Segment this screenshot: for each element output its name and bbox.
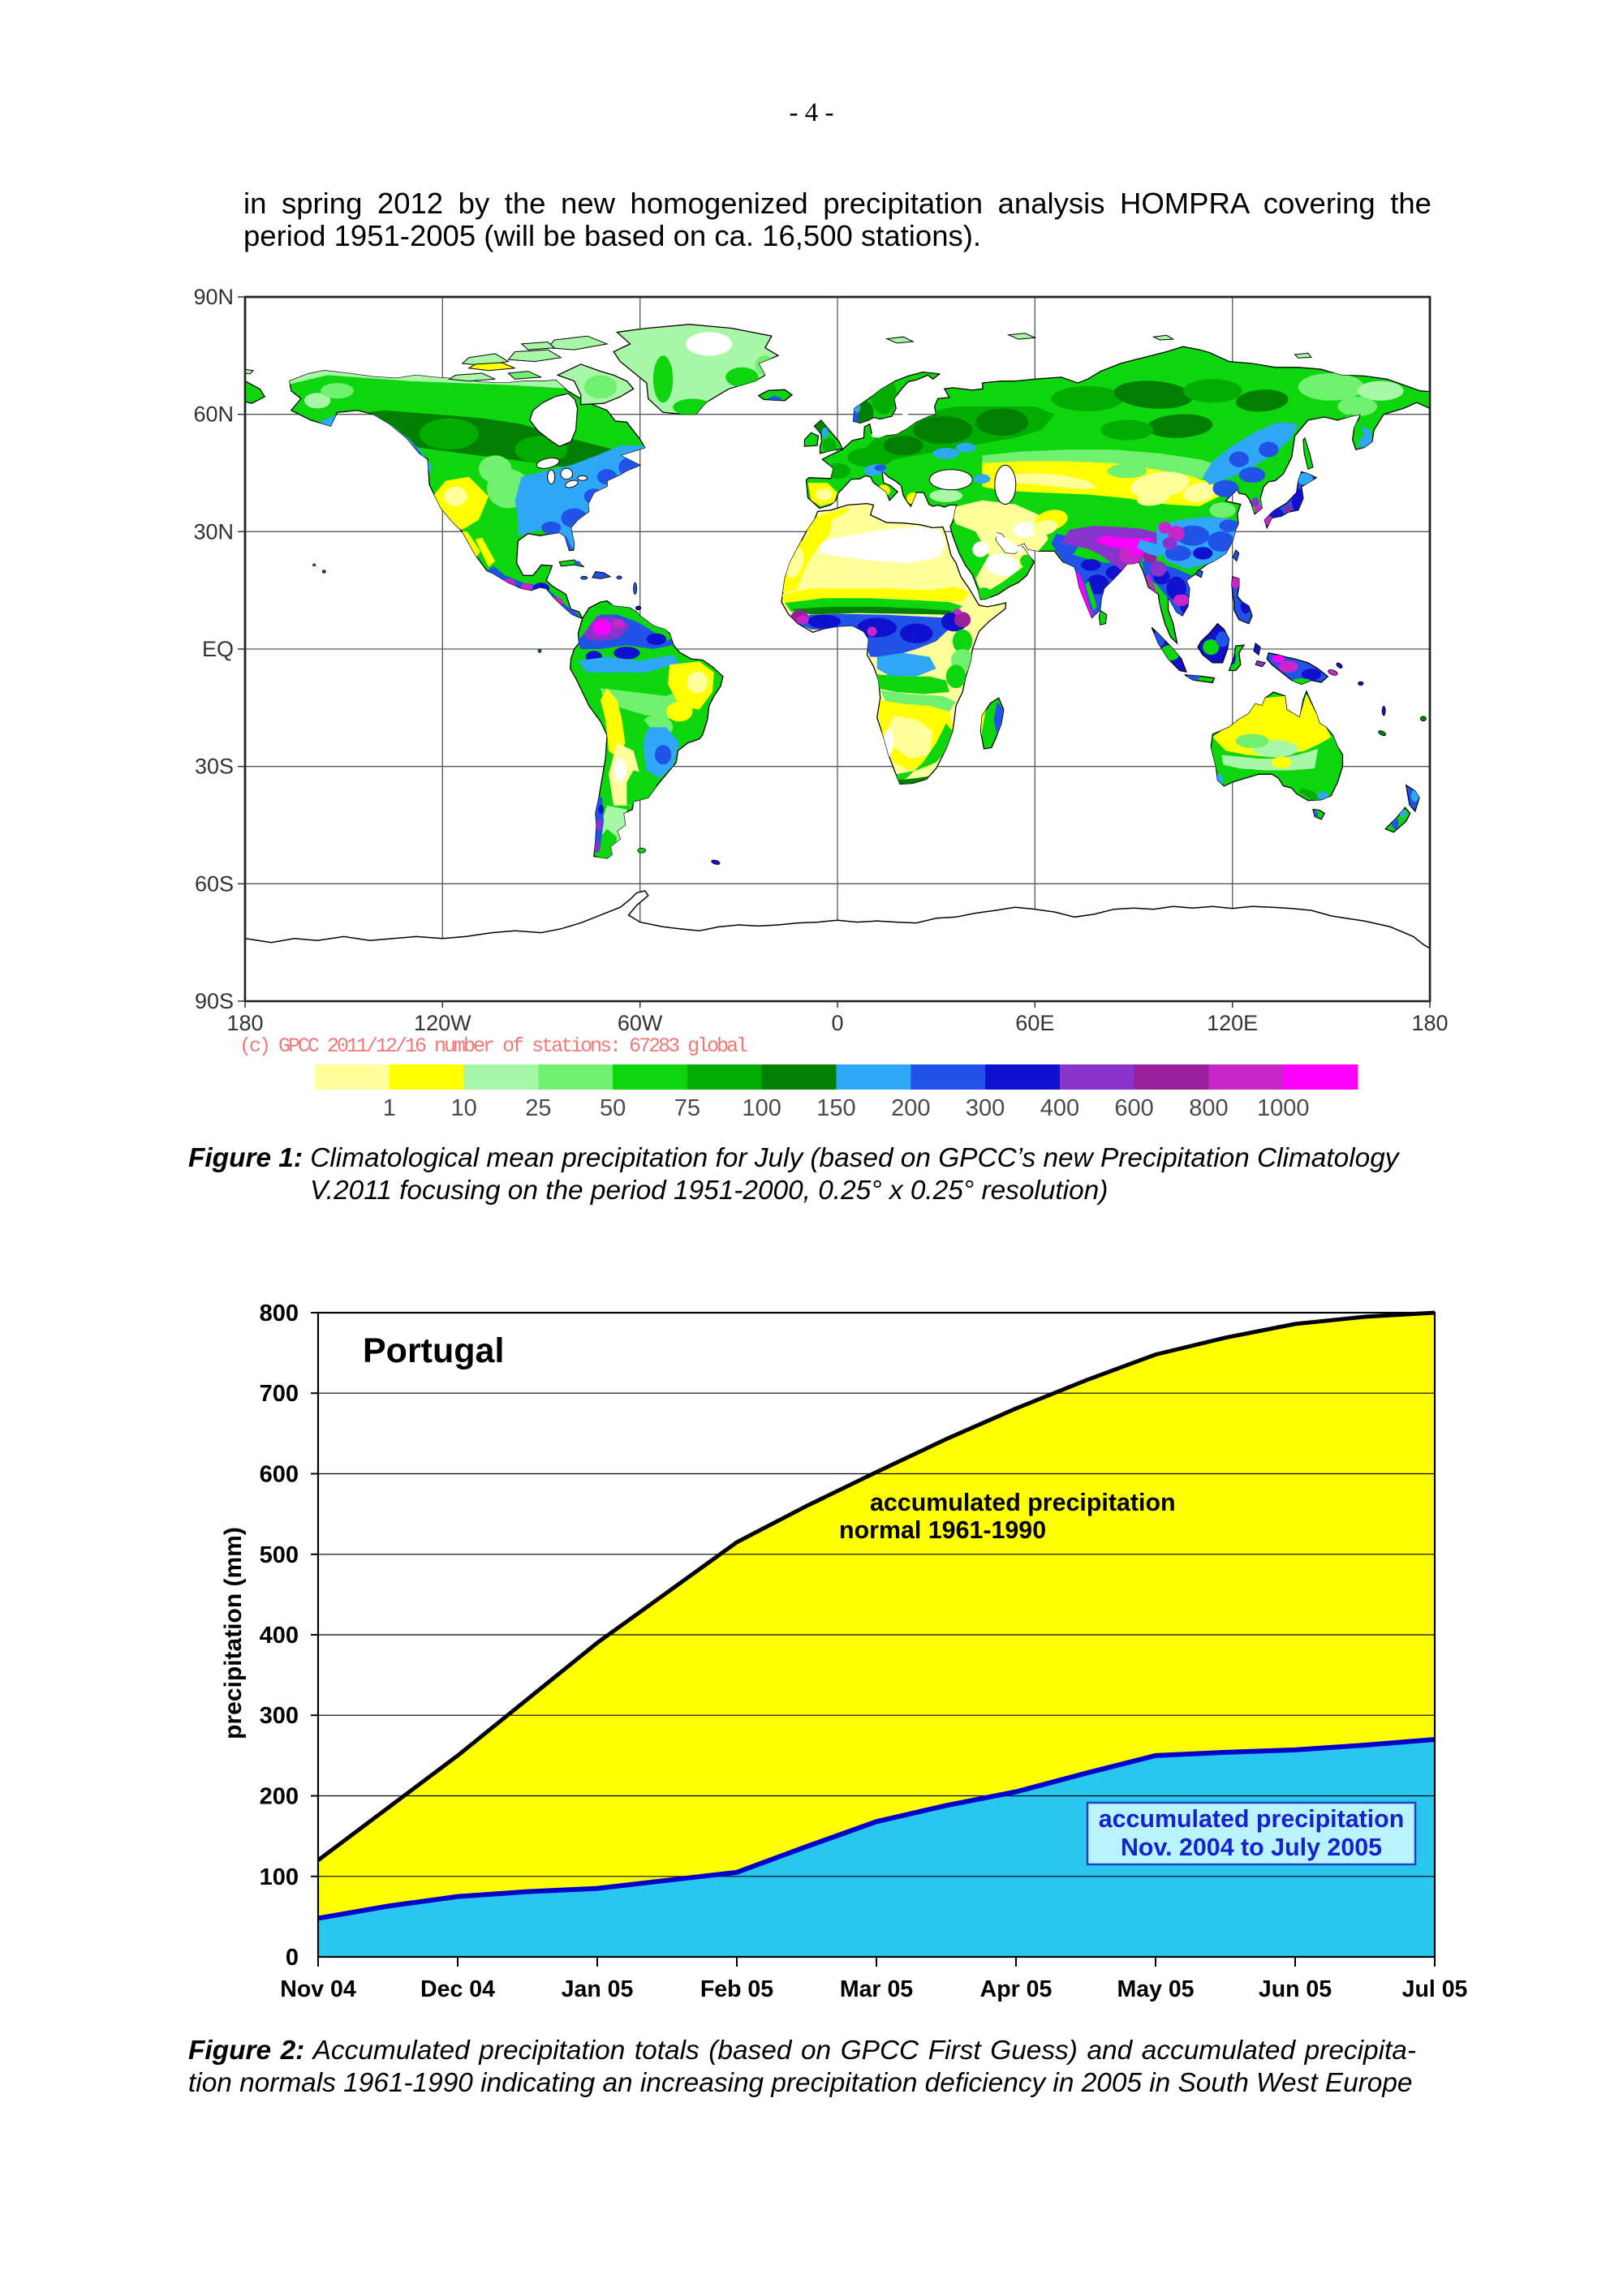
svg-text:Jul 05: Jul 05: [1402, 1976, 1468, 2002]
svg-text:25: 25: [525, 1095, 551, 1121]
svg-text:precipitation (mm): precipitation (mm): [220, 1527, 247, 1739]
svg-text:50: 50: [600, 1095, 626, 1121]
svg-text:May 05: May 05: [1117, 1976, 1194, 2002]
svg-text:120E: 120E: [1207, 1011, 1258, 1035]
svg-text:Jan 05: Jan 05: [562, 1976, 634, 2002]
svg-text:Apr 05: Apr 05: [980, 1976, 1053, 2002]
svg-text:Nov 04: Nov 04: [280, 1976, 356, 2002]
svg-text:120W: 120W: [414, 1011, 471, 1035]
svg-text:Jun 05: Jun 05: [1259, 1976, 1332, 2002]
svg-text:60W: 60W: [618, 1011, 663, 1035]
svg-text:0: 0: [831, 1011, 843, 1035]
svg-text:Nov. 2004 to July 2005: Nov. 2004 to July 2005: [1121, 1834, 1382, 1861]
svg-text:normal 1961-1990: normal 1961-1990: [839, 1516, 1046, 1544]
svg-text:60N: 60N: [193, 402, 234, 427]
svg-text:600: 600: [260, 1462, 299, 1488]
svg-text:1000: 1000: [1257, 1095, 1310, 1121]
svg-text:300: 300: [966, 1095, 1005, 1121]
svg-text:800: 800: [1189, 1095, 1228, 1121]
svg-text:600: 600: [1114, 1095, 1153, 1121]
svg-text:800: 800: [260, 1301, 299, 1326]
svg-text:100: 100: [260, 1864, 299, 1890]
svg-text:90N: 90N: [193, 285, 234, 309]
svg-text:Feb 05: Feb 05: [700, 1976, 773, 2002]
svg-text:(c) GPCC 2011/12/16 number of: (c) GPCC 2011/12/16 number of stations: …: [239, 1034, 747, 1058]
svg-text:700: 700: [260, 1381, 299, 1407]
svg-text:1: 1: [383, 1095, 396, 1121]
svg-text:180: 180: [1411, 1011, 1448, 1035]
svg-text:300: 300: [260, 1703, 299, 1729]
svg-text:90S: 90S: [195, 989, 234, 1013]
svg-text:400: 400: [1040, 1095, 1079, 1121]
svg-text:500: 500: [260, 1542, 299, 1568]
svg-text:accumulated precipitation: accumulated precipitation: [1099, 1805, 1405, 1833]
svg-text:10: 10: [450, 1095, 476, 1121]
svg-text:0: 0: [286, 1945, 299, 1971]
svg-text:30S: 30S: [195, 755, 234, 779]
svg-text:Portugal: Portugal: [363, 1331, 504, 1370]
svg-text:accumulated precipitation: accumulated precipitation: [870, 1489, 1176, 1516]
svg-text:Dec 04: Dec 04: [420, 1976, 495, 2002]
svg-text:100: 100: [743, 1095, 781, 1121]
svg-text:30N: 30N: [193, 519, 234, 544]
svg-text:EQ: EQ: [202, 637, 234, 661]
svg-text:180: 180: [226, 1011, 263, 1035]
svg-text:75: 75: [674, 1095, 700, 1121]
svg-text:60E: 60E: [1015, 1011, 1054, 1035]
svg-text:400: 400: [260, 1623, 299, 1649]
svg-text:200: 200: [260, 1784, 299, 1810]
svg-text:60S: 60S: [195, 871, 234, 896]
svg-text:200: 200: [891, 1095, 930, 1121]
svg-text:Mar 05: Mar 05: [840, 1976, 913, 2002]
svg-text:150: 150: [816, 1095, 855, 1121]
